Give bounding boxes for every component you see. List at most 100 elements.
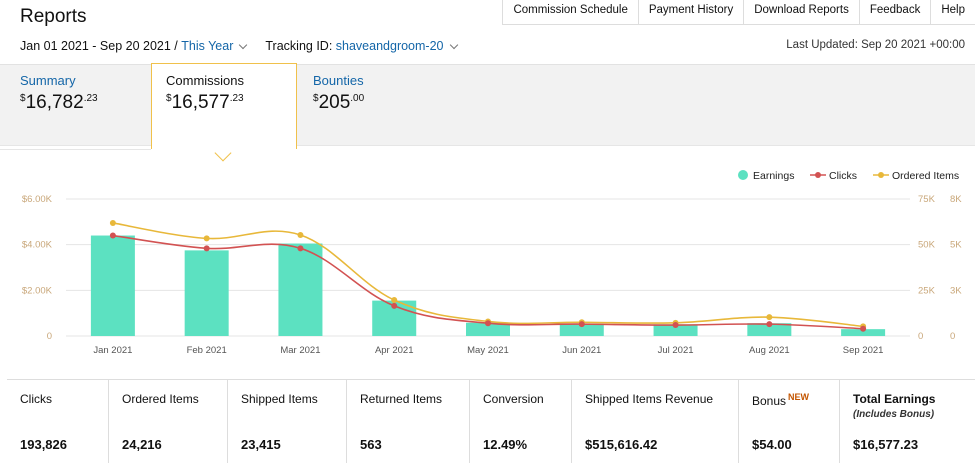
x-tick-label: Apr 2021 bbox=[375, 345, 414, 356]
stat-bonus: Bonus NEW $54.00 bbox=[739, 380, 840, 463]
y-left-tick: $2.00K bbox=[22, 285, 53, 296]
earnings-bar bbox=[747, 323, 792, 336]
clicks-point bbox=[672, 322, 679, 329]
ordered-items-point bbox=[297, 231, 304, 238]
x-tick-label: Mar 2021 bbox=[280, 345, 320, 356]
tracking-id-label: Tracking ID: bbox=[265, 39, 333, 53]
stat-shipped-revenue: Shipped Items Revenue $515,616.42 bbox=[572, 380, 739, 463]
feedback-link[interactable]: Feedback bbox=[860, 0, 932, 24]
y-right-outer-tick: 50K bbox=[918, 240, 936, 251]
tab-commissions[interactable]: Commissions $16,577.23 bbox=[166, 73, 244, 114]
legend-earnings-icon bbox=[738, 170, 748, 180]
period-dropdown[interactable]: This Year bbox=[181, 39, 234, 53]
stat-value: 12.49% bbox=[483, 437, 528, 452]
stat-value: 563 bbox=[360, 437, 382, 452]
earnings-chart: Earnings Clicks Ordered Items 0 0 0 $2.00K 2… bbox=[22, 170, 962, 356]
stat-shipped-items: Shipped Items 23,415 bbox=[228, 380, 347, 463]
download-reports-link[interactable]: Download Reports bbox=[744, 0, 860, 24]
stat-sublabel: (Includes Bonus) bbox=[853, 409, 935, 420]
stat-clicks: Clicks 193,826 bbox=[7, 380, 109, 463]
clicks-point bbox=[203, 245, 210, 252]
x-tick-label: Jan 2021 bbox=[93, 345, 132, 356]
legend-clicks-icon bbox=[815, 172, 821, 178]
stat-value: $54.00 bbox=[752, 437, 792, 452]
legend-clicks-label[interactable]: Clicks bbox=[829, 170, 857, 182]
earnings-bar bbox=[278, 243, 323, 336]
help-link[interactable]: Help bbox=[941, 4, 965, 16]
y-right-inner-tick: 5K bbox=[950, 240, 962, 251]
active-tab-indicator bbox=[151, 63, 297, 149]
stat-label: Shipped Items Revenue bbox=[585, 392, 714, 406]
stat-returned-items: Returned Items 563 bbox=[347, 380, 470, 463]
y-right-inner-tick: 0 bbox=[950, 331, 955, 342]
earnings-bar bbox=[184, 250, 229, 336]
commission-schedule-link[interactable]: Commission Schedule bbox=[503, 0, 639, 24]
y-right-outer-tick: 75K bbox=[918, 194, 936, 205]
legend-earnings-label[interactable]: Earnings bbox=[753, 170, 794, 182]
x-tick-label: Aug 2021 bbox=[749, 345, 790, 356]
earnings-bar bbox=[90, 235, 135, 336]
tab-summary-amount: $16,782.23 bbox=[20, 92, 98, 113]
tab-summary-label[interactable]: Summary bbox=[20, 73, 76, 88]
stat-label: Total Earnings bbox=[853, 392, 936, 406]
clicks-point bbox=[391, 302, 398, 309]
legend-ordered-icon bbox=[878, 172, 884, 178]
tab-summary[interactable]: Summary $16,782.23 bbox=[20, 73, 98, 114]
clicks-point bbox=[578, 321, 585, 328]
summary-tabs bbox=[0, 64, 975, 146]
page-title: Reports bbox=[20, 6, 87, 27]
tracking-id-dropdown[interactable]: shaveandgroom-20 bbox=[335, 39, 444, 53]
stat-value: 193,826 bbox=[20, 437, 67, 452]
stat-label: Conversion bbox=[483, 392, 544, 406]
clicks-point bbox=[860, 325, 867, 332]
tab-bounties-label[interactable]: Bounties bbox=[313, 73, 364, 88]
y-left-tick: $4.00K bbox=[22, 240, 53, 251]
y-right-outer-tick: 25K bbox=[918, 285, 936, 296]
tab-commissions-label[interactable]: Commissions bbox=[166, 73, 245, 88]
earnings-bar bbox=[841, 329, 886, 336]
stat-value: $16,577.23 bbox=[853, 437, 919, 452]
clicks-point bbox=[766, 321, 773, 328]
clicks-point bbox=[109, 232, 116, 239]
filter-bar: Jan 01 2021 - Sep 20 2021 / This Year Tr… bbox=[20, 39, 458, 53]
payment-history-link[interactable]: Payment History bbox=[639, 0, 745, 24]
y-left-tick: 0 bbox=[47, 331, 52, 342]
clicks-point bbox=[297, 245, 304, 252]
x-tick-label: Jul 2021 bbox=[658, 345, 694, 356]
stat-label: Clicks bbox=[20, 392, 52, 406]
stat-value: 23,415 bbox=[241, 437, 281, 452]
earnings-bar bbox=[466, 322, 510, 336]
y-right-outer-tick: 0 bbox=[918, 331, 923, 342]
legend-ordered-label[interactable]: Ordered Items bbox=[892, 170, 959, 182]
top-nav: Commission Schedule Payment History Down… bbox=[502, 0, 975, 25]
stat-label: Returned Items bbox=[360, 392, 443, 406]
x-tick-label: Feb 2021 bbox=[187, 345, 227, 356]
tab-commissions-amount: $16,577.23 bbox=[166, 92, 244, 113]
ordered-items-point bbox=[391, 297, 398, 304]
chevron-down-icon[interactable] bbox=[239, 40, 248, 49]
x-tick-label: Sep 2021 bbox=[843, 345, 884, 356]
stat-label: Shipped Items bbox=[241, 392, 318, 406]
chevron-down-icon[interactable] bbox=[449, 40, 458, 49]
earnings-bar bbox=[653, 324, 698, 336]
chart-legend: Earnings Clicks Ordered Items bbox=[738, 170, 959, 182]
tab-bounties-amount: $205.00 bbox=[313, 92, 365, 113]
tab-bounties[interactable]: Bounties $205.00 bbox=[313, 73, 364, 114]
x-tick-label: May 2021 bbox=[467, 345, 509, 356]
ordered-items-point bbox=[109, 219, 116, 226]
y-right-inner-tick: 8K bbox=[950, 194, 962, 205]
y-left-tick: $6.00K bbox=[22, 194, 53, 205]
new-badge: NEW bbox=[788, 392, 810, 402]
stat-conversion: Conversion 12.49% bbox=[470, 380, 572, 463]
earnings-bar bbox=[559, 323, 604, 336]
stat-label: Bonus NEW bbox=[752, 392, 810, 408]
ordered-items-point bbox=[766, 314, 773, 321]
stats-bar: Clicks 193,826 Ordered Items 24,216 Ship… bbox=[7, 379, 975, 463]
x-tick-label: Jun 2021 bbox=[562, 345, 601, 356]
last-updated: Last Updated: Sep 20 2021 +00:00 bbox=[786, 39, 965, 51]
stat-value: 24,216 bbox=[122, 437, 162, 452]
clicks-point bbox=[485, 320, 491, 327]
stat-label: Ordered Items bbox=[122, 392, 199, 406]
stat-ordered-items: Ordered Items 24,216 bbox=[109, 380, 228, 463]
stat-total-earnings: Total Earnings (Includes Bonus) $16,577.… bbox=[840, 380, 975, 463]
